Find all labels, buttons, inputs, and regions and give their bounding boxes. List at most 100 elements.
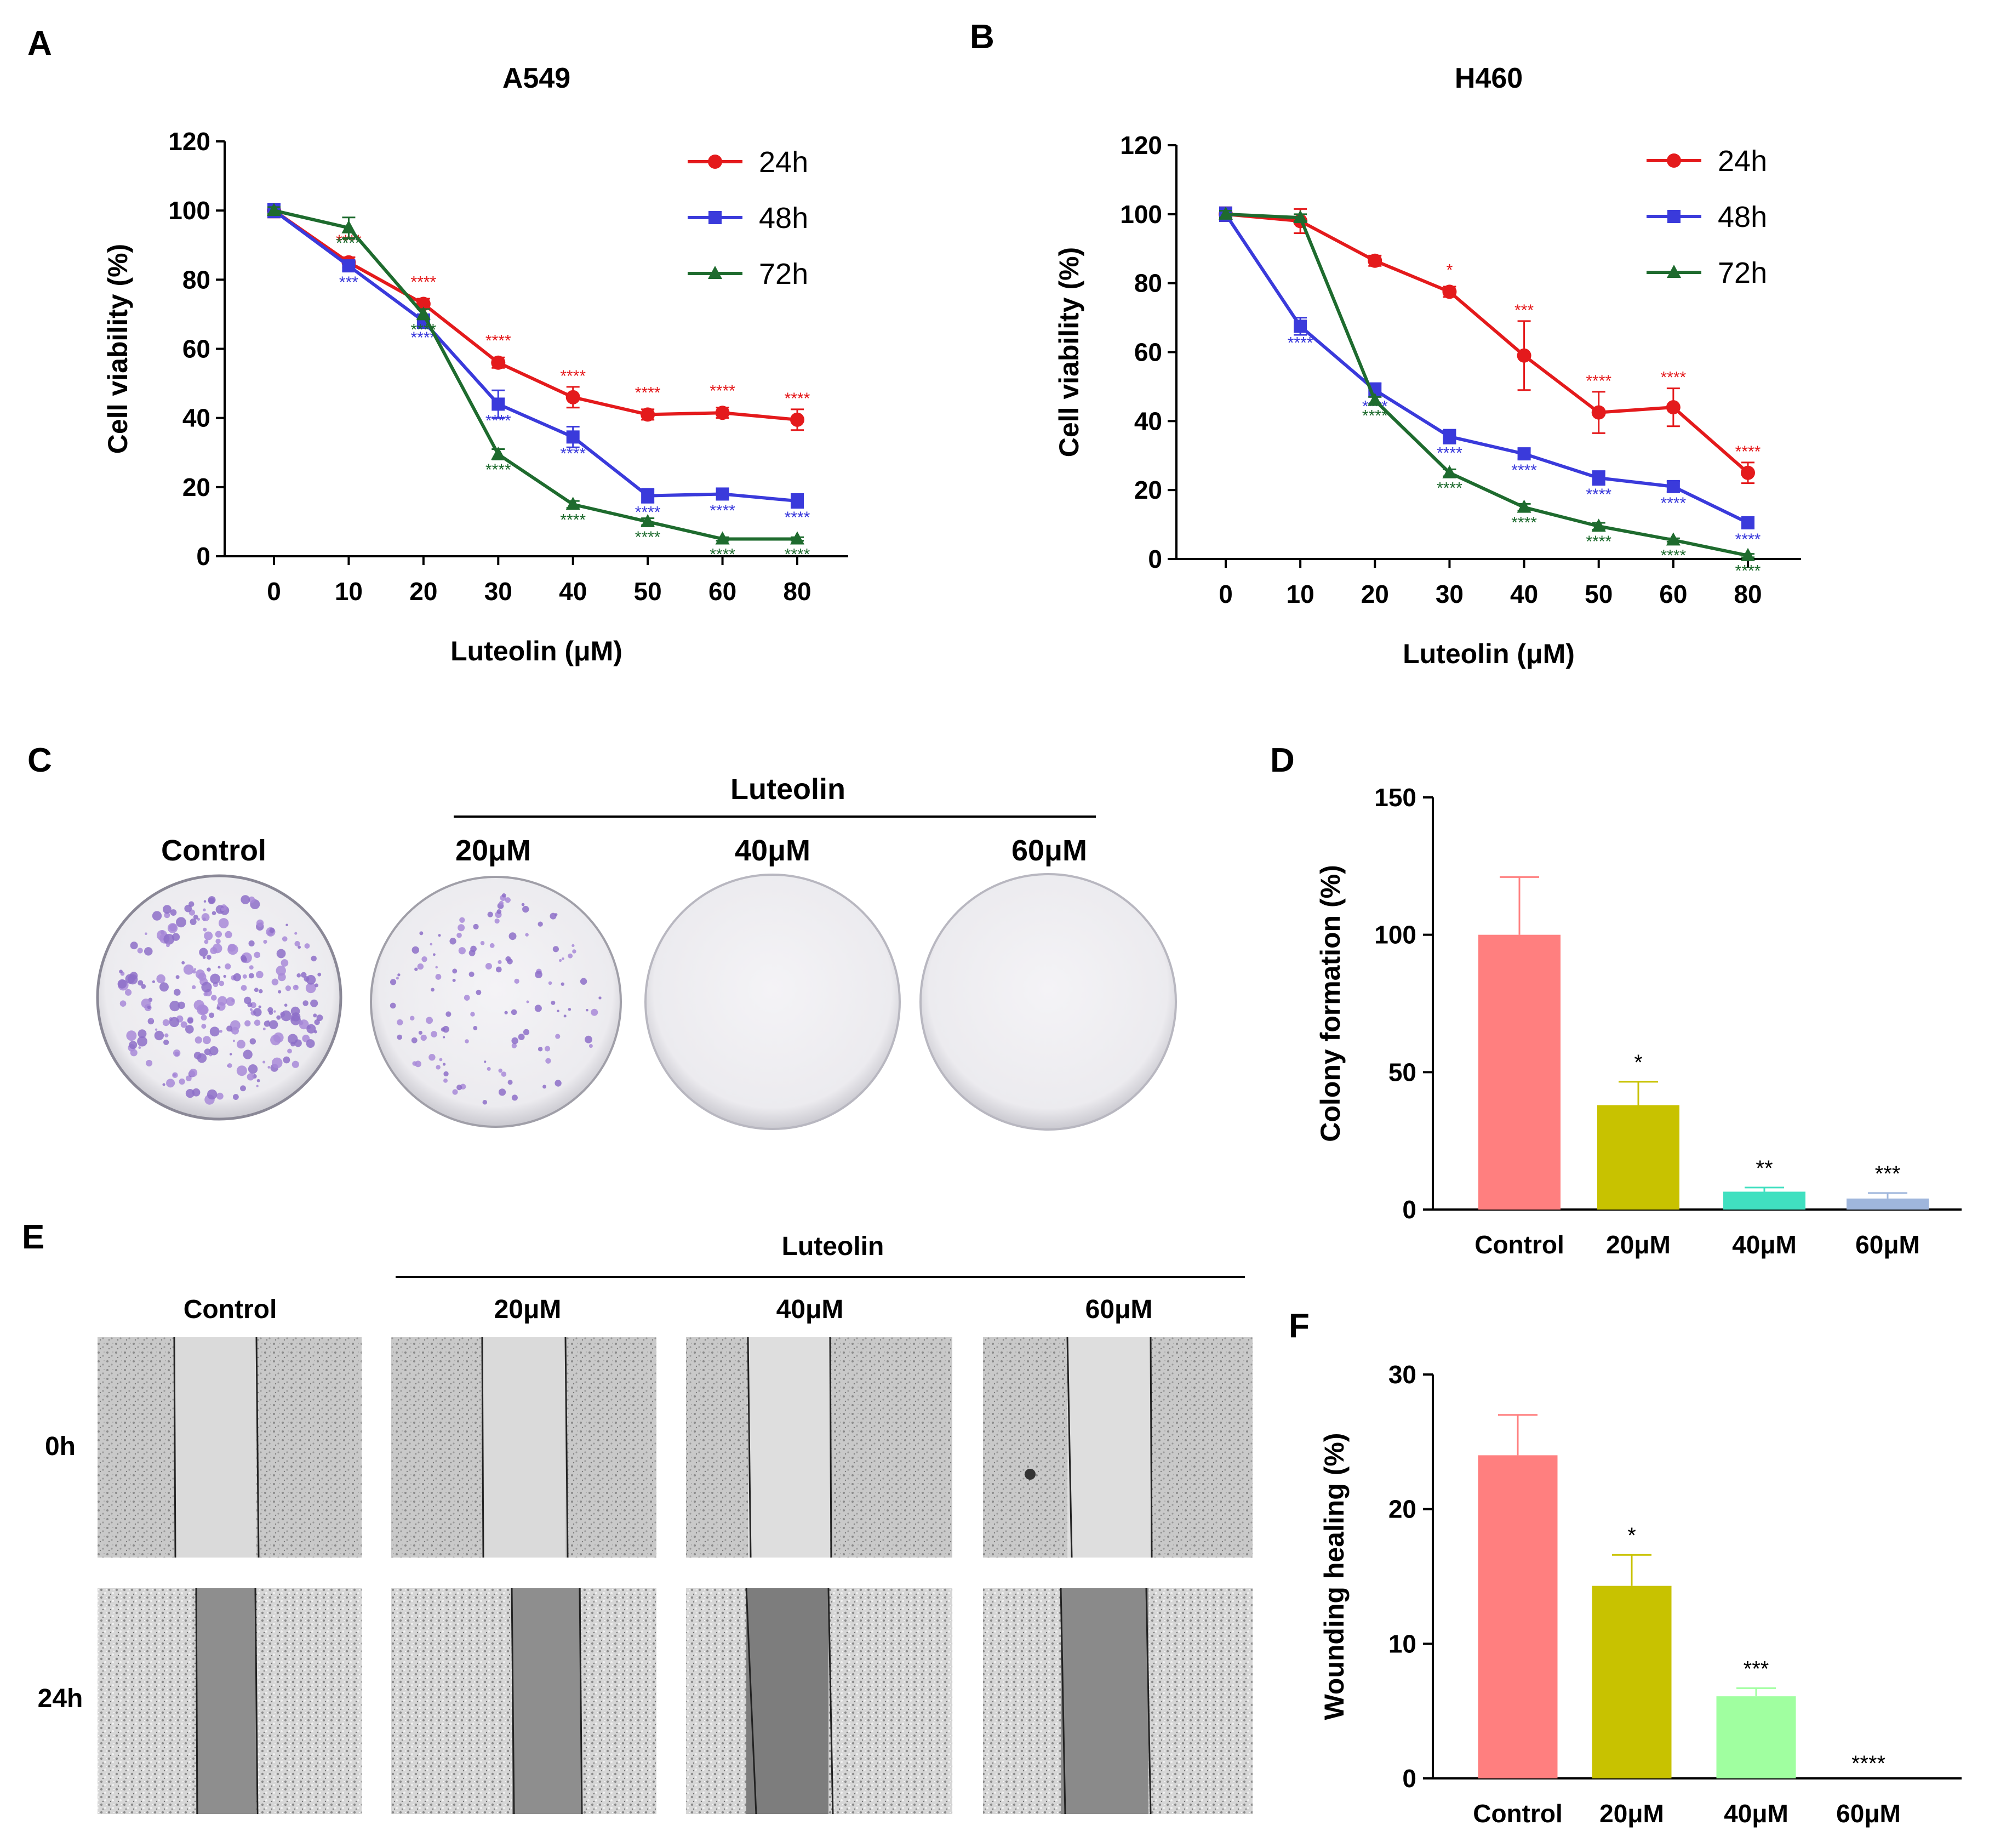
colony-dot [249,1008,253,1011]
colony-dot [203,908,206,911]
colony-dot [209,1012,215,1018]
colony-dot [209,1026,220,1037]
colony-dot [433,953,436,956]
colony-dot [525,933,529,937]
colony-dot [202,956,206,959]
data-point-48h [716,487,729,501]
micrograph-control-24h [98,1588,362,1815]
micrograph-60um-24h [983,1588,1253,1815]
colony-dot [219,1030,222,1033]
colony-dot [426,1017,433,1024]
bar-20μM [1597,1105,1679,1210]
colony-dot [563,1014,567,1018]
y-axis-label: Wounding healing (%) [1319,1433,1350,1720]
colony-dot [507,1080,513,1085]
colony-dot [313,1013,317,1018]
colony-dot [397,1019,403,1026]
data-point-48h [1592,471,1605,485]
x-tick-label: 30 [1436,580,1464,608]
colony-dot [162,1019,170,1026]
data-point-72h [1442,465,1457,478]
colony-dot [414,1060,421,1068]
colony-dot [414,967,418,971]
legend-label-24h: 24h [1718,145,1767,178]
x-tick-label: 0 [1219,580,1233,608]
panel-letter-f: F [1289,1307,1310,1345]
colony-dot [514,978,519,984]
colony-dot [292,1060,299,1068]
colony-dot [473,1026,478,1030]
colony-dot [495,966,502,973]
colony-dot [473,923,479,929]
legend-label-24h: 24h [759,146,808,179]
colony-dot [317,972,322,977]
colony-dot [211,995,217,1001]
colony-dot [501,893,506,898]
significance-label: **** [1661,369,1687,387]
significance-label: **** [1511,461,1537,480]
colony-dot [476,989,482,995]
significance-label: **** [1661,494,1687,512]
colony-dot [215,931,222,938]
colony-dot [284,1003,288,1007]
y-tick-label: 40 [1134,407,1162,435]
colony-dot [420,1034,427,1041]
y-tick-label: 120 [168,127,210,156]
colony-dot [585,1035,592,1043]
significance-label: **** [1511,514,1537,532]
colony-dot [390,979,397,985]
colony-dot [588,1044,593,1048]
y-tick-label: 30 [1388,1360,1416,1389]
y-tick-label: 80 [1134,269,1162,298]
colony-dot [316,1014,323,1022]
data-point-72h [1666,532,1681,546]
panel-c-colony-plates: Luteolin Control 20μM 40μM 60μM [96,773,1177,1131]
legend-label-48h: 48h [759,202,808,235]
colony-dot [204,1048,211,1056]
colony-dot [441,1027,445,1032]
significance-label: *** [1744,1657,1769,1681]
y-tick-label: 20 [182,473,210,501]
significance-label: **** [411,273,437,291]
data-point-24h [1666,400,1681,415]
treatment-label-e: Luteolin [782,1232,884,1261]
condition-label-e-20um: 20μM [494,1295,562,1324]
data-point-72h [1293,210,1308,224]
colony-dot [155,1028,158,1031]
data-point-72h [1219,206,1233,220]
colony-dot [201,913,210,922]
colony-dot [138,1029,147,1039]
colony-dot [431,988,435,992]
row-label-0h: 0h [45,1432,76,1461]
x-tick-label: 20 [1361,580,1389,608]
colony-dot [494,919,500,924]
condition-label-60um: 60μM [1011,834,1087,867]
colony-dot [464,995,470,1001]
colony-dot [179,1078,185,1085]
colony-dot [296,973,301,978]
colony-dot [258,989,263,994]
colony-dot [555,1080,562,1087]
colony-dot [562,957,564,960]
colony-dot [163,1039,169,1046]
data-point-24h [641,407,655,422]
colony-dot [215,905,225,914]
colony-dot [443,1036,445,1039]
colony-dot [237,1040,245,1049]
micrograph-20um-24h [391,1588,656,1815]
colony-dot [291,1012,301,1022]
panel-letter-c: C [27,742,52,779]
colony-dot [591,1008,598,1016]
significance-label: **** [485,461,511,479]
panel-e-wound-images: Luteolin Control 20μM 40μM 60μM 0h 24h [38,1232,1253,1815]
x-axis-label: Luteolin (μM) [1403,638,1575,669]
y-tick-label: 100 [1120,200,1162,229]
panel-letter-a: A [27,25,52,62]
legend-label-72h: 72h [1718,256,1767,289]
colony-dot [248,896,255,903]
micrograph-60um-0h [983,1337,1253,1558]
colony-dot [193,1052,202,1059]
data-point-72h [715,531,730,545]
colony-dot [586,1008,588,1012]
y-tick-label: 0 [1148,545,1162,573]
